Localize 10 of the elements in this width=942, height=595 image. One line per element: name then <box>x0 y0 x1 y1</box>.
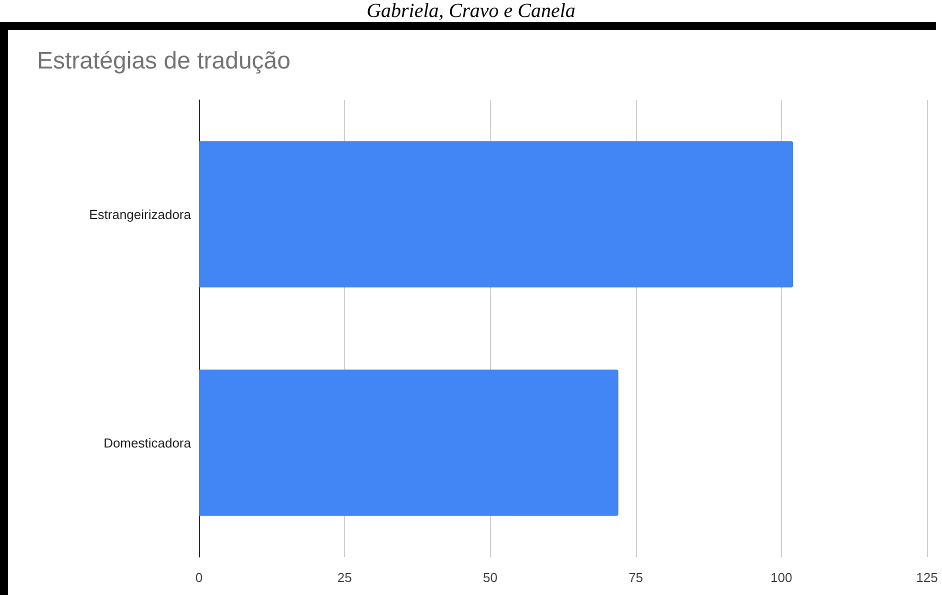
x-tick-label: 25 <box>337 570 352 585</box>
chart-title: Estratégias de tradução <box>37 48 290 74</box>
x-tick-label: 50 <box>482 570 498 585</box>
x-tick-label: 100 <box>770 570 792 585</box>
text: Gabriela, Cravo e Canela <box>366 0 576 22</box>
x-tick-label: 0 <box>195 570 203 585</box>
y-tick-label: Estrangeirizadora <box>89 206 192 222</box>
x-tick-label: 75 <box>628 570 644 585</box>
y-tick-label: Domesticadora <box>104 435 192 450</box>
x-tick-label: 125 <box>916 570 938 585</box>
